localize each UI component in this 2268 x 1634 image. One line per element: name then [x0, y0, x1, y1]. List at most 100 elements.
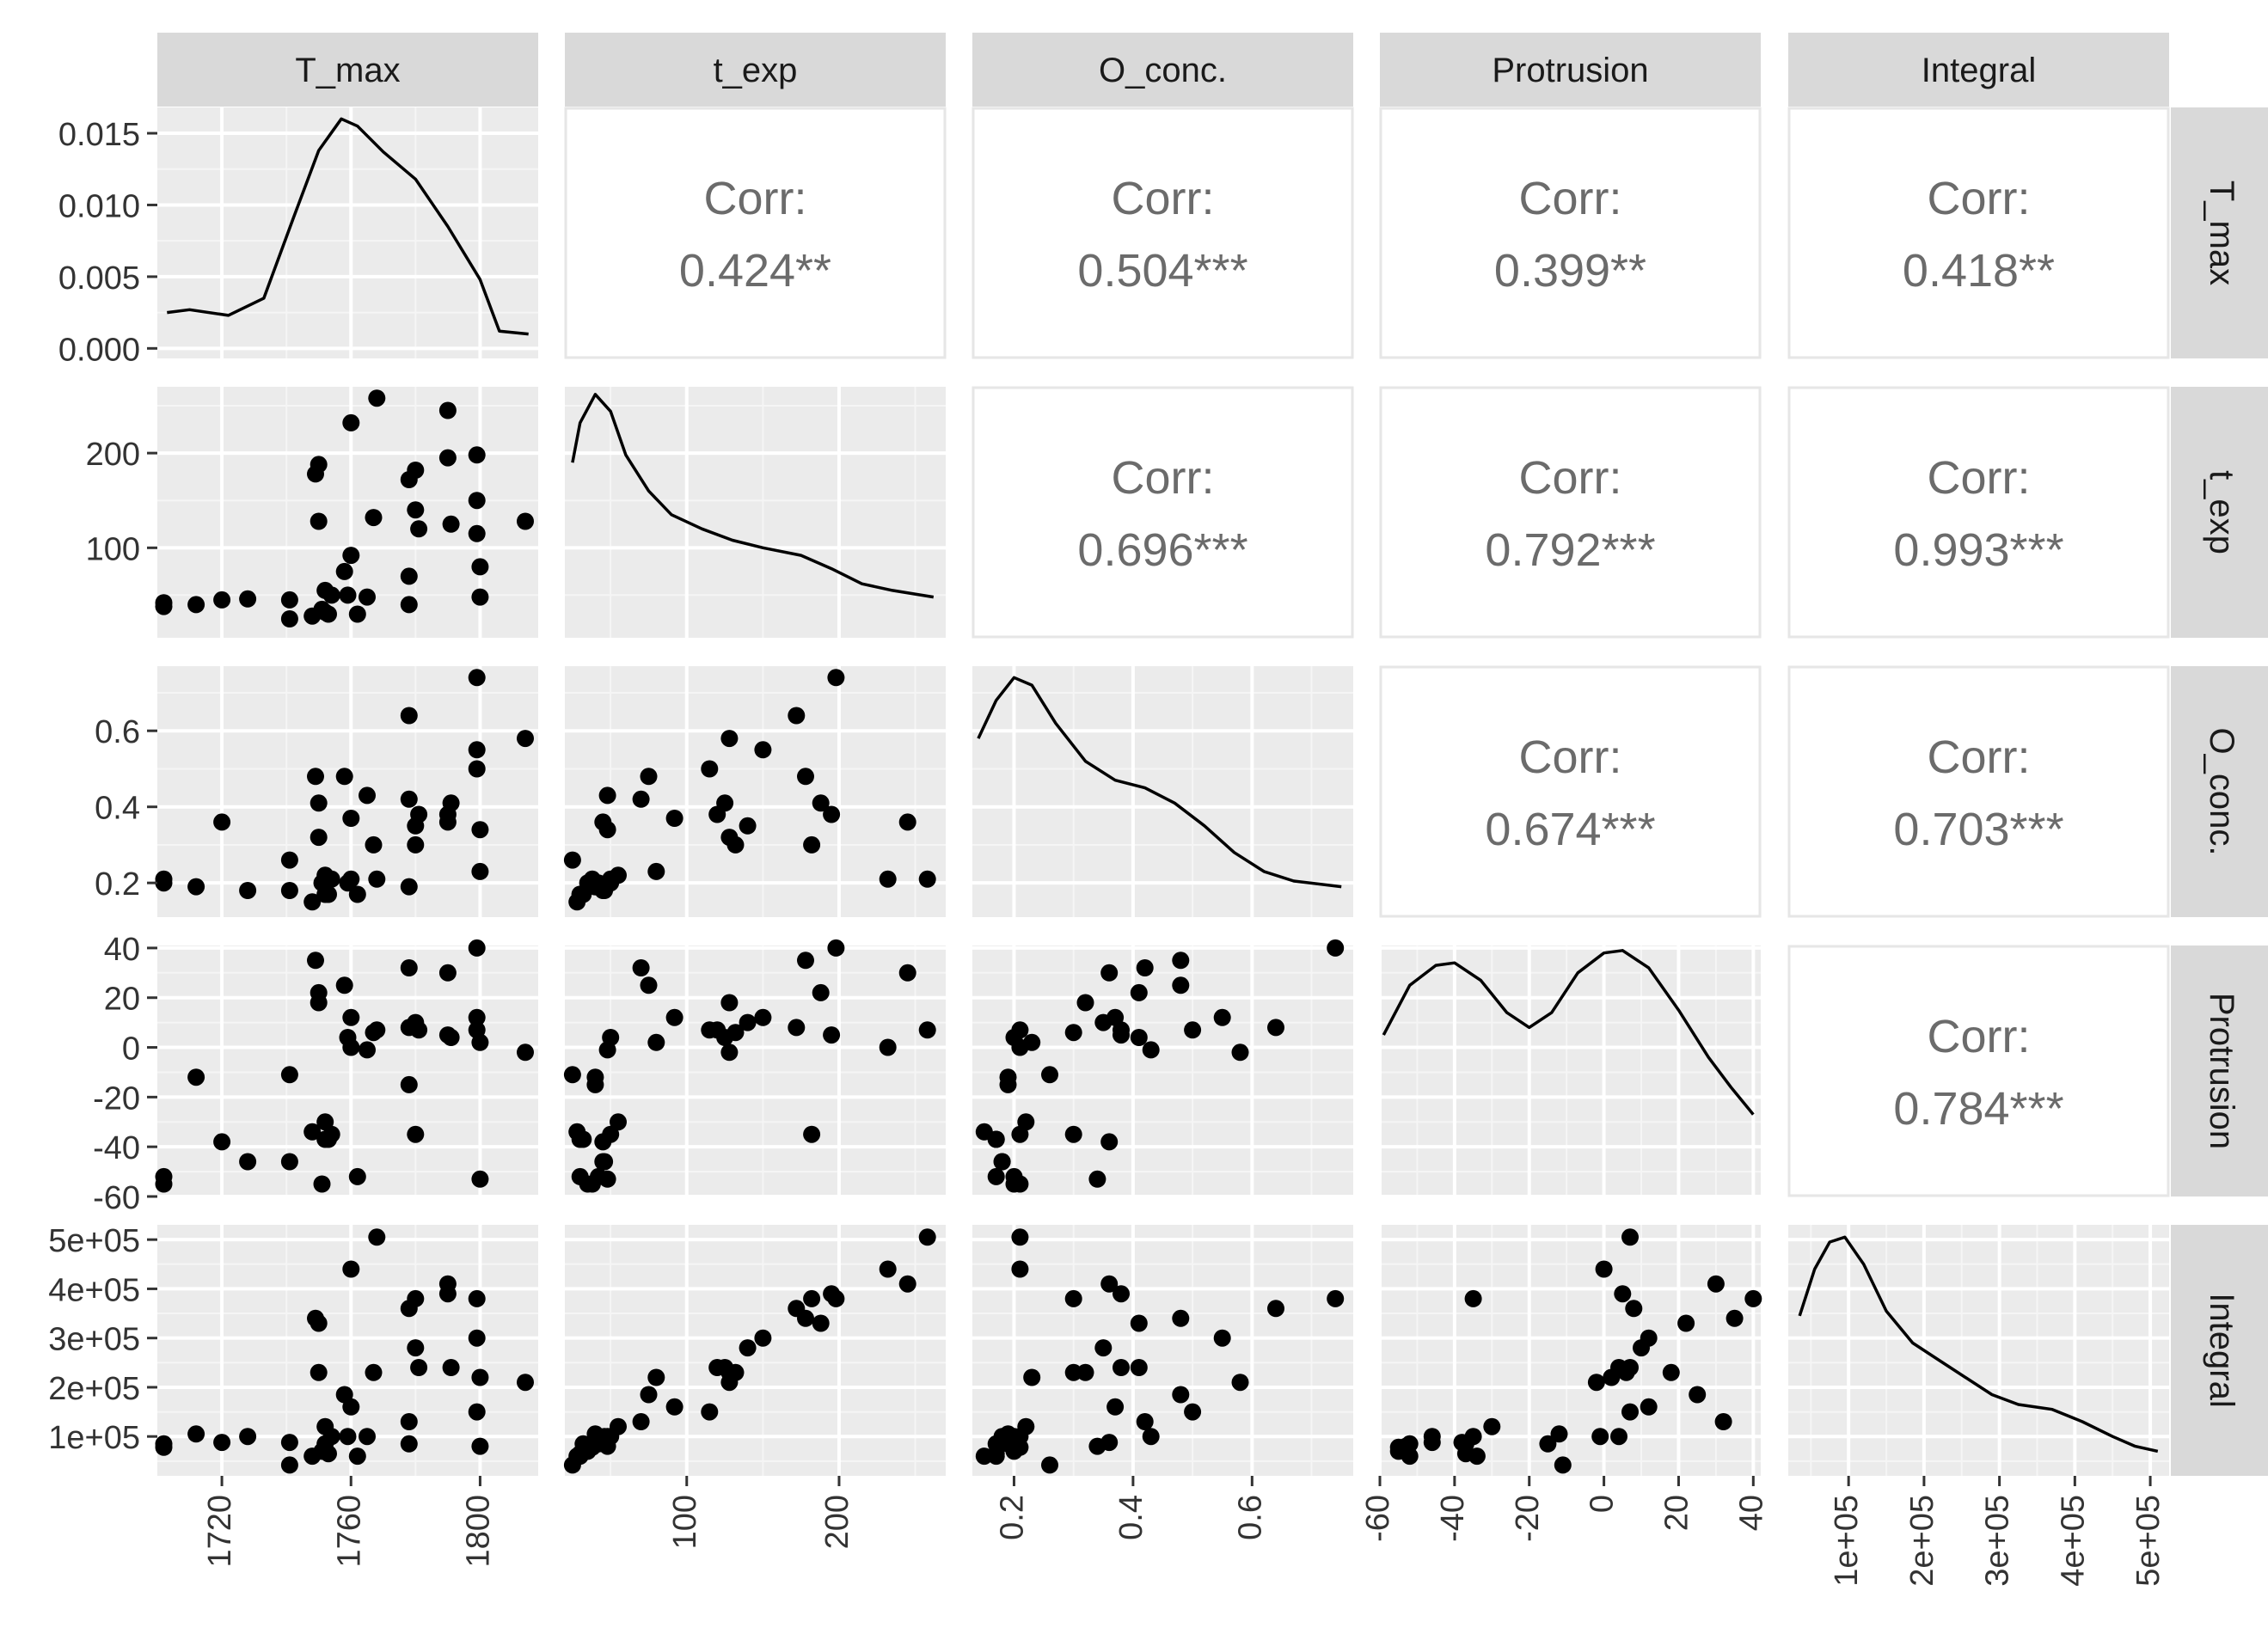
data-point: [1088, 1437, 1106, 1455]
panel-o-conc-t-exp: [563, 666, 946, 917]
data-point: [827, 939, 845, 957]
panel-t-max-t-max: [157, 107, 538, 358]
data-point: [438, 1285, 457, 1303]
data-point: [1662, 1363, 1680, 1381]
data-point: [365, 835, 383, 854]
data-point: [598, 1437, 616, 1455]
x-tick-label: -20: [1510, 1495, 1546, 1542]
data-point: [1142, 1041, 1160, 1059]
data-point: [1591, 1428, 1609, 1446]
data-point: [348, 1447, 366, 1466]
data-point: [438, 401, 457, 419]
corr-value: 0.418**: [1903, 245, 2055, 297]
density-line: [1382, 949, 1755, 1116]
panel-protrusion-o-conc: [972, 939, 1353, 1198]
data-point: [322, 586, 340, 604]
data-point: [368, 870, 386, 888]
row-strip-bg: [2171, 946, 2268, 1196]
row-strip-integral: Integral: [2171, 1225, 2268, 1476]
data-point: [754, 741, 772, 759]
data-point: [517, 1043, 534, 1062]
y-tick-label: 0.005: [58, 260, 140, 297]
y-tick-label: 0.4: [95, 791, 140, 827]
data-point: [1640, 1329, 1658, 1347]
y-axis-t-exp: 100 200: [86, 437, 157, 567]
y-tick-label: 40: [104, 932, 140, 968]
data-point: [1327, 939, 1345, 957]
data-point: [716, 1029, 734, 1046]
data-point: [407, 1289, 425, 1307]
corr-panel-bg: [1379, 665, 1762, 918]
data-point: [400, 707, 418, 725]
data-point: [739, 1013, 757, 1031]
data-point: [1142, 1428, 1160, 1446]
data-point: [407, 835, 425, 854]
y-tick-label: 20: [104, 982, 140, 1018]
y-tick-label: -60: [93, 1180, 140, 1216]
data-point: [754, 1008, 772, 1026]
y-tick-label: 3e+05: [48, 1322, 140, 1358]
data-point: [586, 1075, 604, 1093]
panel-bg: [1380, 1225, 1761, 1476]
x-tick-label: 100: [667, 1495, 703, 1549]
data-point: [754, 1329, 772, 1347]
data-point: [665, 1008, 683, 1026]
corr-value: 0.696***: [1077, 524, 1247, 576]
panel-t-max-protrusion: Corr: 0.399**: [1379, 107, 1762, 359]
data-point: [812, 794, 830, 812]
data-point: [993, 1153, 1011, 1171]
data-point: [1064, 1289, 1082, 1307]
data-point: [898, 1275, 916, 1293]
row-strip-label: T_max: [2203, 181, 2240, 285]
data-point: [640, 768, 658, 786]
data-point: [1456, 1445, 1474, 1463]
data-point: [342, 810, 360, 827]
data-point: [468, 669, 486, 687]
data-point: [571, 1130, 589, 1148]
corr-label: Corr:: [1112, 452, 1215, 504]
data-point: [342, 547, 360, 565]
data-point: [471, 558, 489, 576]
column-strip-protrusion: Protrusion: [1380, 33, 1761, 107]
panel-t-max-integral: Corr: 0.418**: [1787, 107, 2170, 359]
data-point: [348, 605, 366, 623]
data-point: [1213, 1008, 1231, 1026]
data-point: [1625, 1300, 1643, 1318]
panel-t-exp-t-exp: [565, 387, 946, 638]
data-point: [571, 885, 589, 903]
row-strip-bg: [2171, 666, 2268, 917]
corr-label: Corr:: [1112, 173, 1215, 224]
data-point: [442, 515, 460, 533]
data-point: [320, 885, 337, 903]
panel-t-max-o-conc: Corr: 0.504***: [972, 107, 1354, 359]
y-tick-label: 100: [86, 531, 140, 567]
data-point: [827, 669, 845, 687]
data-point: [468, 760, 486, 778]
data-point: [571, 1447, 589, 1466]
panel-bg: [972, 666, 1353, 917]
data-point: [1707, 1275, 1725, 1293]
x-tick-label: 200: [819, 1495, 855, 1549]
column-strip-bg: [565, 33, 946, 107]
data-point: [335, 562, 353, 580]
data-point: [517, 512, 534, 530]
data-point: [1041, 1456, 1058, 1474]
x-tick-label: -40: [1435, 1495, 1471, 1542]
data-point: [1130, 1314, 1148, 1332]
data-point: [471, 821, 489, 839]
data-point: [280, 1066, 298, 1084]
data-point: [879, 1260, 897, 1278]
data-point: [571, 1167, 589, 1185]
x-tick-label: 0.2: [994, 1495, 1030, 1540]
row-strip-label: Protrusion: [2203, 993, 2240, 1149]
data-point: [365, 1363, 383, 1381]
y-axis-protrusion: -60 -40 -20 0 20 40: [93, 932, 157, 1216]
data-point: [1327, 1289, 1345, 1307]
y-tick-label: -20: [93, 1080, 140, 1117]
data-point: [823, 1026, 841, 1044]
data-point: [999, 1435, 1017, 1453]
column-strip-t-exp: t_exp: [565, 33, 946, 107]
corr-panel-bg: [1379, 386, 1762, 639]
data-point: [313, 1175, 331, 1193]
